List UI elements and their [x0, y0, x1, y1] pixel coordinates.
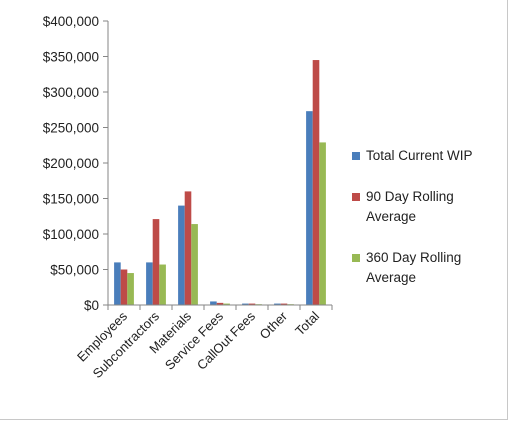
y-tick-label: $200,000: [43, 156, 99, 171]
y-tick-label: $150,000: [43, 192, 99, 207]
legend: Total Current WIP 90 Day Rolling Average…: [352, 146, 502, 309]
bar: [242, 303, 249, 305]
legend-label-line: Total Current WIP: [366, 148, 473, 163]
y-tick-label: $400,000: [43, 14, 99, 29]
bar: [159, 264, 166, 305]
bar: [248, 303, 256, 305]
bar: [184, 191, 192, 305]
bar: [319, 142, 326, 305]
bars: [114, 60, 326, 305]
bar: [178, 205, 185, 305]
y-tick-label: $0: [84, 298, 99, 313]
bar: [152, 219, 160, 305]
x-tick-label: Total: [292, 308, 322, 338]
axes: [103, 20, 333, 310]
y-tick-label: $350,000: [43, 50, 99, 65]
bar: [114, 262, 121, 305]
legend-label-line: Average: [366, 270, 417, 285]
bar: [127, 273, 134, 305]
x-tick-label: Other: [257, 308, 291, 342]
legend-label-line: 360 Day Rolling: [366, 250, 462, 265]
bar: [146, 262, 153, 305]
bar: [274, 303, 281, 305]
legend-swatch: [352, 254, 360, 262]
legend-item-90-day-rolling-average: 90 Day Rolling Average: [352, 187, 502, 227]
y-tick-label: $50,000: [50, 263, 99, 278]
bar: [210, 301, 217, 305]
bar: [120, 269, 128, 305]
legend-item-360-day-rolling-average: 360 Day Rolling Average: [352, 248, 502, 288]
bar: [223, 303, 230, 305]
y-tick-label: $100,000: [43, 227, 99, 242]
legend-label-line: 90 Day Rolling: [366, 189, 454, 204]
legend-swatch: [352, 152, 360, 160]
bar: [312, 60, 320, 305]
y-tick-label: $300,000: [43, 85, 99, 100]
bar: [216, 302, 224, 305]
bar: [306, 111, 313, 305]
legend-label-line: Average: [366, 209, 417, 224]
y-tick-label: $250,000: [43, 121, 99, 136]
legend-item-total-current-wip: Total Current WIP: [352, 146, 502, 166]
bar: [191, 224, 198, 305]
y-axis-tick-labels: $0 $50,000 $100,000 $150,000 $200,000 $250,00…: [43, 14, 99, 313]
legend-swatch: [352, 193, 360, 201]
bar: [280, 303, 288, 305]
x-axis-category-labels: EmployeesSubcontractorsMaterialsService …: [74, 308, 322, 381]
